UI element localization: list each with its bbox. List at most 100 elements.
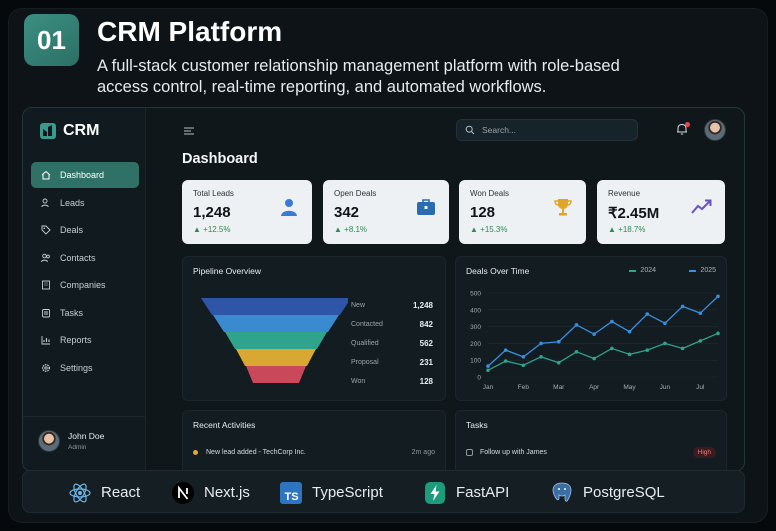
data-point-2024 [716, 331, 720, 336]
kpi-delta-value: +8.1% [344, 225, 368, 234]
kpi-value: 342 [334, 204, 360, 221]
sidebar-item-companies[interactable]: Companies [31, 272, 139, 298]
tech-react: React [68, 471, 140, 514]
funnel-value-new: 1,248 [412, 301, 433, 310]
funnel-value-won: 128 [419, 377, 433, 386]
y-tick-label: 100 [470, 358, 481, 365]
pipeline-panel: Pipeline Overview New 1,248 Contacted 84… [182, 256, 446, 401]
sidebar-item-reports[interactable]: Reports [31, 327, 139, 353]
project-number-badge: 01 [24, 14, 79, 66]
kpi-value: 1,248 [193, 204, 231, 221]
menu-toggle-icon[interactable] [183, 125, 195, 137]
x-tick-label: Feb [518, 384, 530, 391]
user-name: John Doe [68, 431, 105, 441]
data-point-2024 [680, 346, 685, 351]
project-description: A full-stack customer relationship manag… [97, 57, 620, 96]
kpi-card-revenue[interactable]: Revenue ₹2.45M ▲ +18.7% [597, 180, 725, 244]
priority-badge: High [692, 447, 716, 458]
nextjs-icon [172, 481, 194, 504]
data-point-2025 [503, 348, 508, 352]
x-tick-label: May [623, 384, 636, 391]
funnel-stage-contacted [213, 315, 339, 332]
data-point-2025 [556, 339, 561, 344]
legend-item-2025: 2025 [689, 267, 716, 274]
data-point-2025 [627, 329, 632, 334]
kpi-label: Open Deals [334, 189, 377, 198]
sidebar-item-contacts[interactable]: Contacts [31, 245, 139, 271]
sidebar-item-label: Reports [60, 335, 92, 345]
funnel-value-qualified: 562 [419, 339, 433, 348]
funnel-stage-qualified [225, 332, 327, 349]
user-icon [281, 199, 297, 216]
tech-postgresql: PostgreSQL [550, 471, 665, 514]
legend-label: 2024 [640, 267, 656, 274]
funnel-stage-new [201, 298, 348, 315]
sidebar-item-deals[interactable]: Deals [31, 217, 139, 243]
kpi-card-total-leads[interactable]: Total Leads 1,248 ▲ +12.5% [182, 180, 312, 244]
user-profile[interactable]: John Doe Admin [38, 430, 104, 452]
data-point-2024 [663, 341, 667, 346]
data-point-2025 [663, 321, 667, 326]
funnel-label-new: New [351, 302, 366, 309]
sidebar-nav: Dashboard Leads Deals Contacts Companies… [31, 162, 139, 382]
data-point-2025 [698, 311, 703, 315]
y-tick-label: 0 [477, 375, 481, 382]
deals-line-chart: 0 100 200 300 400 500 Jan Feb Mar Apr May Jun Jul [470, 291, 720, 391]
sidebar-item-label: Dashboard [60, 170, 105, 180]
data-point-2025 [645, 312, 650, 316]
recent-activities-panel: Recent Activities New lead added - TechC… [182, 410, 446, 471]
crm-app-window: CRM Dashboard Leads Deals Contacts Compa… [22, 107, 745, 472]
contacts-icon [41, 253, 50, 262]
kpi-label: Won Deals [470, 189, 509, 198]
data-point-2024 [503, 359, 508, 363]
x-tick-label: Jan [483, 384, 494, 391]
trophy-icon [554, 199, 572, 216]
tech-name: PostgreSQL [583, 484, 665, 501]
task-checkbox[interactable] [466, 449, 473, 456]
postgresql-icon [552, 482, 572, 502]
tech-stack-bar: React Next.js TS TypeScript FastAPI Post… [22, 470, 745, 513]
kpi-delta-value: +18.7% [618, 225, 646, 234]
activity-item[interactable]: New lead added - TechCorp Inc. [193, 449, 306, 456]
bell-icon[interactable] [675, 122, 689, 136]
project-title: CRM Platform [97, 16, 283, 47]
tasks-panel: Tasks Follow up with James High [455, 410, 727, 471]
sidebar-item-label: Settings [60, 362, 93, 373]
kpi-value: 128 [470, 204, 496, 221]
brand-name: CRM [63, 122, 100, 139]
y-tick-label: 400 [470, 307, 481, 314]
brand[interactable]: CRM [39, 122, 99, 140]
activity-time: 2m ago [411, 449, 435, 456]
pipeline-funnel [201, 298, 348, 383]
search-placeholder: Search... [482, 125, 517, 135]
tasks-title: Tasks [466, 420, 488, 430]
data-point-2024 [486, 368, 490, 373]
kpi-value: ₹2.45M [608, 205, 660, 222]
sidebar-item-tasks[interactable]: Tasks [31, 300, 139, 326]
funnel-value-contacted: 842 [419, 320, 433, 329]
task-item[interactable]: Follow up with James [466, 449, 547, 456]
legend-label: 2025 [700, 267, 716, 274]
kpi-delta: ▲ +18.7% [608, 225, 646, 234]
building-icon [42, 280, 50, 290]
data-point-2025 [486, 364, 490, 368]
header-avatar[interactable] [704, 119, 726, 141]
tech-fastapi: FastAPI [423, 471, 509, 514]
sidebar-item-dashboard[interactable]: Dashboard [31, 162, 139, 188]
series-line-2024 [487, 332, 719, 371]
react-icon [69, 483, 91, 502]
tech-name: Next.js [204, 484, 250, 501]
search-input[interactable]: Search... [456, 119, 638, 141]
kpi-card-won-deals[interactable]: Won Deals 128 ▲ +15.3% [459, 180, 586, 244]
data-point-2024 [539, 355, 543, 359]
kpi-card-open-deals[interactable]: Open Deals 342 ▲ +8.1% [323, 180, 449, 244]
sidebar-item-leads[interactable]: Leads [31, 190, 139, 216]
kpi-label: Total Leads [193, 189, 234, 198]
funnel-label-qualified: Qualified [351, 340, 379, 347]
user-role: Admin [68, 444, 87, 451]
page-title: Dashboard [182, 151, 258, 167]
data-point-2025 [592, 332, 596, 336]
sidebar-item-settings[interactable]: Settings [31, 355, 139, 381]
legend-item-2024: 2024 [629, 267, 656, 274]
data-point-2025 [539, 341, 543, 346]
